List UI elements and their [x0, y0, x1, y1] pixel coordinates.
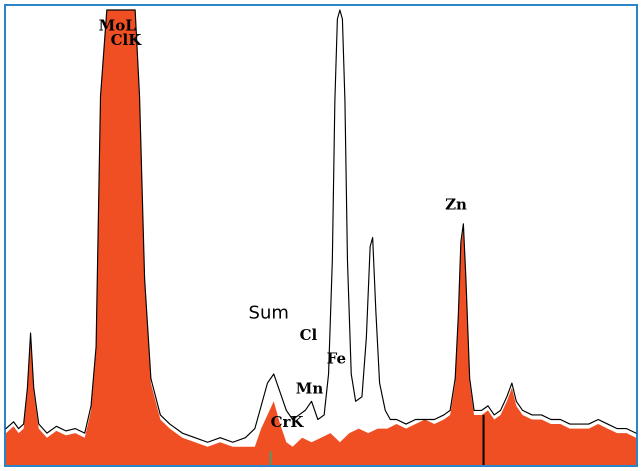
- annotation-mol: MoL: [99, 16, 137, 34]
- plot-layer: [5, 9, 637, 465]
- spectrum-outline-line: [5, 9, 637, 443]
- annotation-fe: Fe: [327, 350, 346, 368]
- annotation-mn: Mn: [296, 380, 324, 398]
- filled-spectrum-area: [6, 10, 636, 465]
- annotation-clk: ClK: [111, 31, 143, 49]
- annotation-crk: CrK: [271, 413, 305, 431]
- annotation-cl: Cl: [300, 326, 318, 344]
- annotation-zn: Zn: [445, 195, 467, 213]
- annotation-sum: Sum: [249, 302, 289, 323]
